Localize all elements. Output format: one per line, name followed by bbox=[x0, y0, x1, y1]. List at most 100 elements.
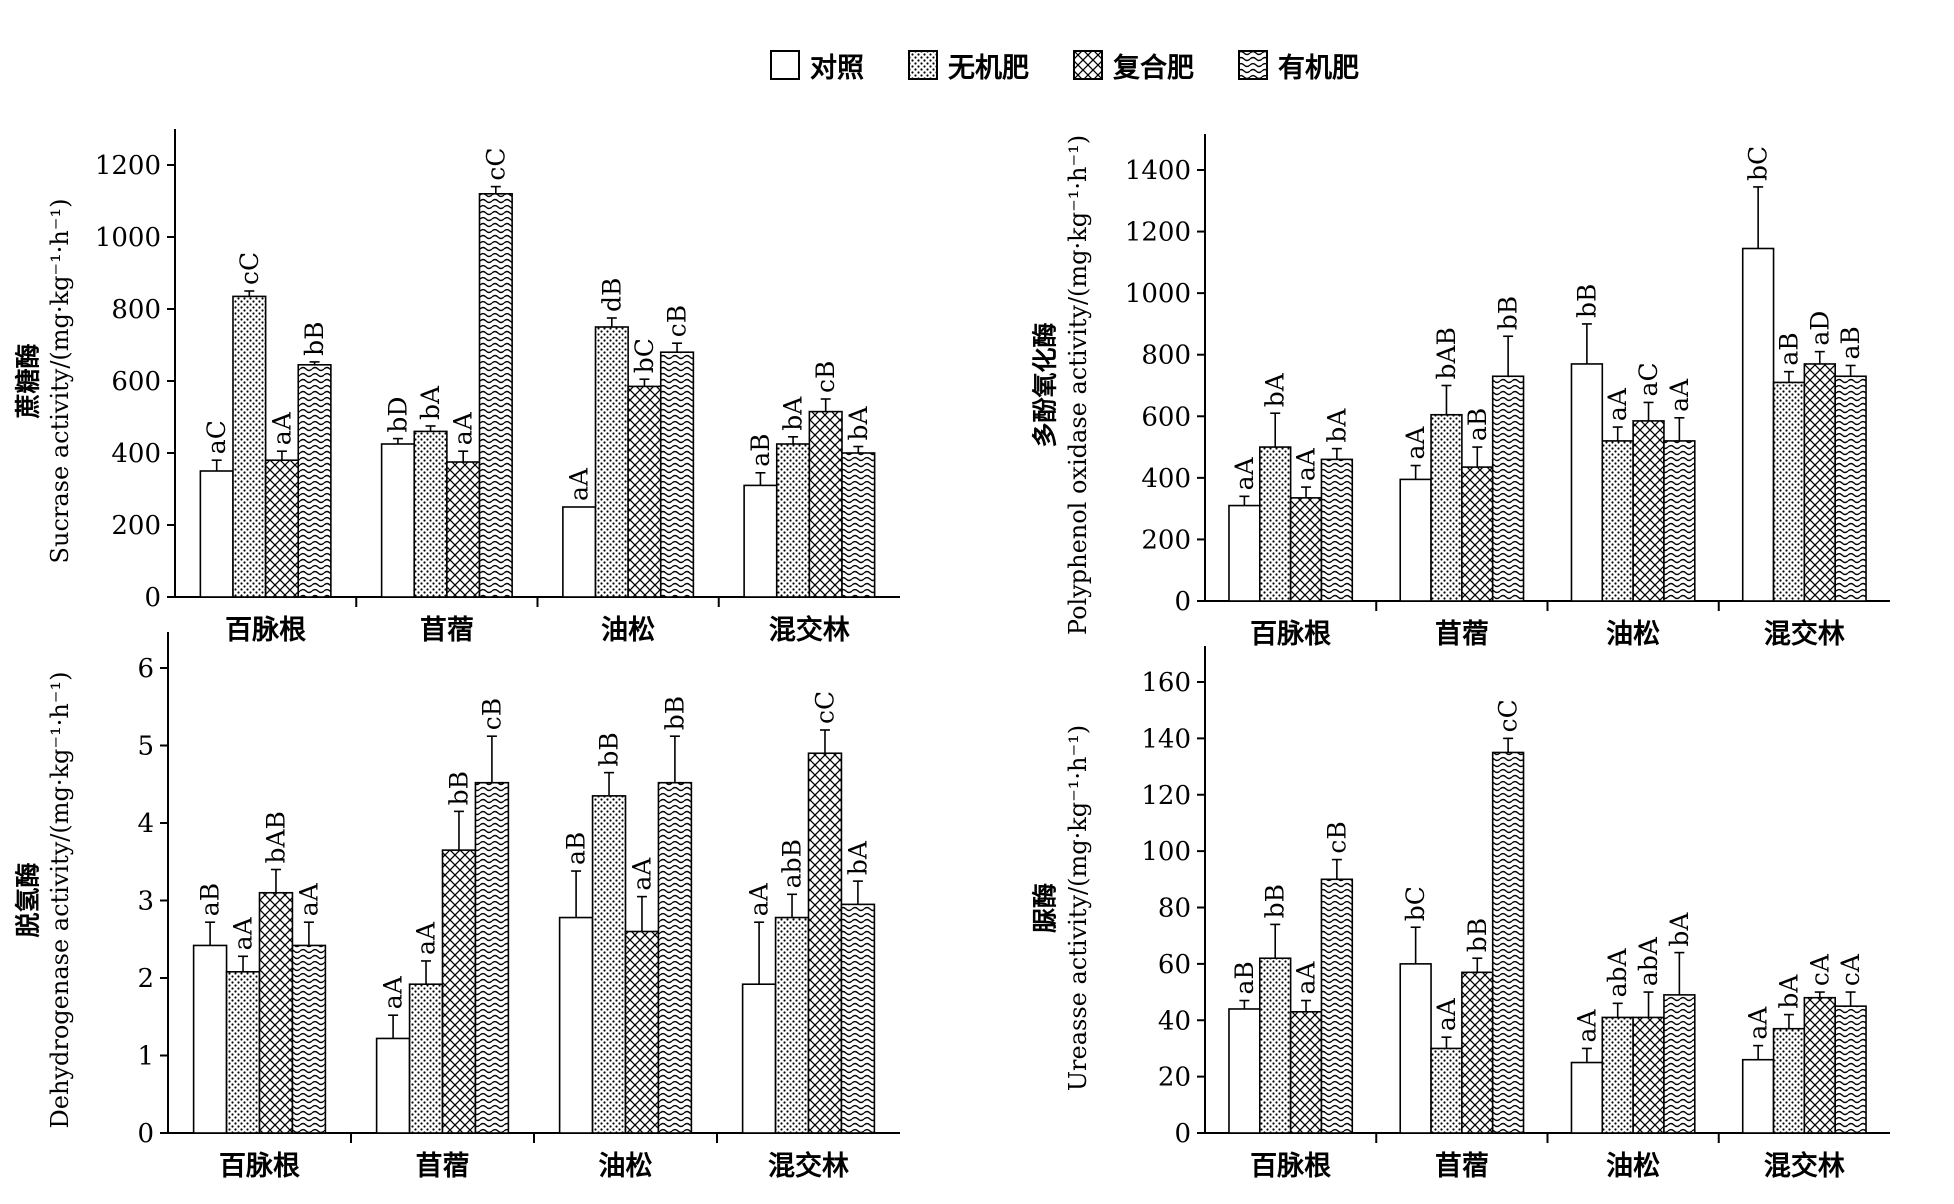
category-label: 混交林 bbox=[1764, 1150, 1845, 1182]
legend-item-inorganic: 无机肥 bbox=[908, 46, 1055, 85]
data-label: bA bbox=[1322, 408, 1351, 443]
data-label: cB bbox=[811, 361, 840, 393]
y-tick-label: 600 bbox=[1141, 402, 1191, 432]
bar-organic bbox=[1491, 375, 1525, 602]
category-label: 油松 bbox=[1606, 619, 1660, 650]
bar-inorganic bbox=[591, 795, 627, 1134]
bar-control bbox=[558, 916, 594, 1134]
bar-organic bbox=[657, 781, 693, 1134]
data-label: aA bbox=[627, 857, 656, 891]
data-label: abB bbox=[778, 839, 807, 888]
y-tick-label: 0 bbox=[137, 1119, 154, 1149]
bar-organic bbox=[1320, 458, 1354, 602]
y-tick-label: 1 bbox=[137, 1042, 154, 1072]
bar-organic bbox=[1491, 751, 1525, 1134]
bar-compound bbox=[264, 459, 300, 598]
legend: 对照 无机肥 复合肥 有机肥 bbox=[770, 45, 1385, 85]
data-label: aB bbox=[1774, 332, 1803, 365]
data-label: cB bbox=[477, 698, 506, 730]
category-label: 百脉根 bbox=[1250, 619, 1331, 650]
bar-inorganic bbox=[1601, 440, 1634, 602]
polyphenol-oxidase-chart: 0 200 400 600 800 1000 1200 1400 多酚氧化酶 Polyphenol… bbox=[1031, 134, 1890, 650]
legend-label: 无机肥 bbox=[948, 52, 1029, 84]
bar-inorganic bbox=[413, 430, 448, 598]
category-label: 混交林 bbox=[1764, 618, 1845, 650]
bar-inorganic bbox=[1259, 957, 1292, 1134]
y-tick-label: 0 bbox=[1174, 1119, 1191, 1149]
bar-compound bbox=[627, 385, 662, 598]
legend-label: 复合肥 bbox=[1113, 52, 1194, 84]
data-label: bB bbox=[1494, 296, 1523, 330]
data-label: bB bbox=[660, 696, 689, 730]
legend-swatch-blank bbox=[770, 50, 800, 80]
y-tick-label: 6 bbox=[137, 654, 154, 684]
sucrase-chart: 0 200 400 600 800 1000 1200 蔗糖酶 Sucrase activity… bbox=[14, 129, 900, 646]
bar-control bbox=[1399, 963, 1432, 1134]
y-tick-label: 1200 bbox=[1125, 218, 1191, 248]
dehydrogenase-chart: 0 1 2 3 4 5 6 脱氢酶 Dehydrogenase activity/(mg·kg⁻… bbox=[14, 632, 900, 1182]
data-label: aD bbox=[1805, 311, 1834, 346]
bar-compound bbox=[807, 752, 843, 1134]
data-label: aA bbox=[267, 411, 296, 445]
data-label: bA bbox=[779, 396, 808, 431]
bar-inorganic bbox=[774, 916, 810, 1134]
bar-inorganic bbox=[594, 326, 629, 598]
legend-item-control: 对照 bbox=[770, 46, 890, 85]
y-tick-label: 600 bbox=[111, 367, 161, 397]
data-label: aA bbox=[379, 975, 408, 1009]
data-label: bA bbox=[843, 840, 872, 875]
category-label: 苜蓿 bbox=[420, 615, 474, 646]
y-tick-label: 1000 bbox=[95, 223, 161, 253]
bar-control bbox=[192, 944, 228, 1134]
bar-inorganic bbox=[1772, 381, 1806, 602]
data-label: cB bbox=[663, 305, 692, 337]
data-label: bA bbox=[1774, 974, 1803, 1009]
category-label: 油松 bbox=[599, 1151, 653, 1182]
bar-compound bbox=[1289, 1010, 1323, 1134]
bar-control bbox=[1570, 363, 1604, 602]
data-label: aA bbox=[1744, 1006, 1773, 1040]
bar-control bbox=[743, 484, 778, 598]
y-axis-label: Polyphenol oxidase activity/(mg·kg⁻¹·h⁻¹… bbox=[1064, 135, 1092, 635]
legend-swatch-wave bbox=[1238, 50, 1268, 80]
bar-inorganic bbox=[1772, 1027, 1806, 1134]
data-label: bA bbox=[416, 385, 445, 420]
y-axis-label: Sucrase activity/(mg·kg⁻¹·h⁻¹) bbox=[46, 199, 74, 564]
bar-organic bbox=[1663, 994, 1696, 1134]
y-tick-label: 0 bbox=[1174, 587, 1191, 617]
bar-organic bbox=[659, 351, 695, 598]
y-tick-label: 0 bbox=[144, 583, 161, 613]
bar-control bbox=[375, 1037, 411, 1134]
bar-control bbox=[199, 470, 234, 598]
data-label: aA bbox=[229, 916, 258, 950]
bar-inorganic bbox=[1601, 1016, 1634, 1134]
data-label: aA bbox=[449, 411, 478, 445]
bar-inorganic bbox=[775, 443, 811, 598]
data-label: aC bbox=[1634, 362, 1663, 396]
data-label: bA bbox=[844, 406, 873, 441]
y-tick-label: 1200 bbox=[95, 151, 161, 181]
data-label: aA bbox=[1401, 426, 1430, 460]
bar-compound bbox=[1461, 466, 1494, 602]
bar-organic bbox=[1320, 878, 1354, 1134]
bar-control bbox=[1399, 478, 1432, 602]
data-label: aA bbox=[1665, 378, 1694, 412]
bar-organic bbox=[840, 903, 876, 1134]
y-tick-label: 200 bbox=[111, 511, 161, 541]
category-label: 百脉根 bbox=[1250, 1151, 1331, 1182]
y-tick-label: 800 bbox=[1141, 341, 1191, 371]
y-axis-label: Dehydrogenase activity/(mg·kg⁻¹·h⁻¹) bbox=[46, 672, 74, 1129]
data-label: aB bbox=[1230, 961, 1259, 994]
bar-organic bbox=[474, 781, 510, 1134]
category-label: 油松 bbox=[601, 615, 655, 646]
bar-control bbox=[562, 506, 597, 598]
bar-organic bbox=[297, 363, 332, 598]
data-label: aB bbox=[1463, 408, 1492, 441]
bar-compound bbox=[1803, 996, 1837, 1134]
data-label: aA bbox=[565, 467, 594, 501]
y-tick-label: 100 bbox=[1141, 837, 1191, 867]
bar-compound bbox=[446, 461, 481, 598]
data-label: aA bbox=[1292, 961, 1321, 995]
data-label: bC bbox=[630, 338, 659, 373]
